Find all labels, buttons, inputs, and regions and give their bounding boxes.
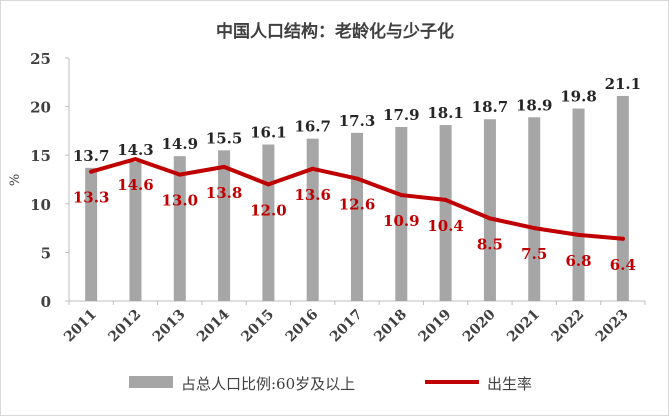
x-tick-label: 2013 bbox=[150, 307, 189, 346]
bar-value-label: 18.1 bbox=[427, 104, 464, 122]
legend-label-bar: 占总人口比例:60岁及以上 bbox=[181, 375, 355, 393]
y-tick-label: 20 bbox=[30, 99, 51, 117]
bar bbox=[395, 127, 408, 302]
bar bbox=[129, 162, 142, 301]
bar bbox=[173, 156, 186, 301]
bar-value-label: 21.1 bbox=[605, 75, 642, 93]
line-point bbox=[222, 164, 227, 169]
bar bbox=[351, 132, 363, 301]
x-tick-label: 2016 bbox=[283, 307, 322, 346]
line-value-label: 10.4 bbox=[427, 217, 464, 235]
line-value-label: 13.0 bbox=[161, 192, 198, 210]
bar bbox=[528, 117, 541, 302]
bar bbox=[483, 119, 496, 302]
x-tick-label: 2014 bbox=[194, 306, 233, 345]
bar-value-label: 14.3 bbox=[117, 141, 154, 159]
bar bbox=[439, 125, 452, 302]
line-point bbox=[443, 197, 448, 202]
line-point bbox=[487, 216, 492, 221]
bar-value-label: 18.9 bbox=[516, 96, 553, 114]
y-tick-label: 5 bbox=[41, 244, 51, 262]
bar-value-label: 14.9 bbox=[161, 135, 198, 153]
bar-value-label: 16.7 bbox=[294, 118, 331, 136]
line-point bbox=[89, 169, 94, 174]
line-value-label: 10.9 bbox=[383, 212, 420, 230]
line-point bbox=[620, 236, 625, 241]
line-value-label: 6.8 bbox=[565, 252, 591, 270]
x-tick-label: 2011 bbox=[61, 307, 100, 346]
line-value-label: 13.6 bbox=[294, 186, 331, 204]
bar bbox=[85, 167, 98, 301]
x-tick-label: 2015 bbox=[238, 307, 277, 346]
line-value-label: 14.6 bbox=[117, 176, 154, 194]
line-point bbox=[576, 232, 581, 237]
bar-value-label: 18.7 bbox=[472, 98, 509, 116]
x-tick-label: 2022 bbox=[548, 307, 587, 346]
chart-title: 中国人口结构：老龄化与少子化 bbox=[216, 21, 454, 42]
bar bbox=[572, 108, 585, 301]
line-point bbox=[266, 182, 271, 187]
line-value-label: 12.0 bbox=[250, 201, 287, 219]
bar-value-label: 19.8 bbox=[560, 88, 597, 106]
line-value-label: 13.8 bbox=[206, 184, 243, 202]
bar-value-label: 13.7 bbox=[73, 147, 110, 165]
y-tick-label: 25 bbox=[30, 50, 51, 68]
line-point bbox=[133, 157, 138, 162]
line-point bbox=[177, 172, 182, 177]
y-tick-label: 10 bbox=[30, 196, 51, 214]
legend: 占总人口比例:60岁及以上 出生率 bbox=[129, 375, 532, 393]
line-value-label: 13.3 bbox=[73, 189, 110, 207]
bar bbox=[262, 144, 275, 301]
x-tick-label: 2020 bbox=[460, 306, 499, 345]
line-point bbox=[532, 226, 537, 231]
bar-value-label: 16.1 bbox=[250, 124, 287, 142]
x-tick-label: 2019 bbox=[416, 307, 455, 346]
line-value-label: 7.5 bbox=[521, 245, 547, 263]
line-point bbox=[310, 166, 315, 171]
line-point bbox=[399, 193, 404, 198]
x-tick-label: 2012 bbox=[105, 307, 144, 346]
x-tick-label: 2018 bbox=[371, 307, 410, 346]
bar bbox=[306, 138, 319, 301]
bar bbox=[218, 150, 231, 301]
bar-value-label: 17.3 bbox=[339, 112, 376, 130]
legend-swatch-bar bbox=[129, 376, 173, 388]
legend-label-line: 出生率 bbox=[487, 375, 532, 393]
line-point bbox=[355, 176, 359, 181]
x-tick-label: 2021 bbox=[504, 307, 543, 346]
line-value-label: 12.6 bbox=[339, 196, 376, 214]
y-axis-label: % bbox=[8, 174, 23, 186]
x-tick-label: 2023 bbox=[593, 307, 632, 346]
bar-value-label: 15.5 bbox=[206, 129, 243, 147]
line-value-label: 6.4 bbox=[610, 256, 636, 274]
x-tick-label: 2017 bbox=[327, 307, 366, 346]
line-value-label: 8.5 bbox=[477, 235, 503, 253]
bar bbox=[616, 95, 629, 302]
y-tick-label: 15 bbox=[30, 147, 51, 165]
bar-value-label: 17.9 bbox=[383, 106, 420, 124]
y-tick-label: 0 bbox=[41, 293, 51, 311]
